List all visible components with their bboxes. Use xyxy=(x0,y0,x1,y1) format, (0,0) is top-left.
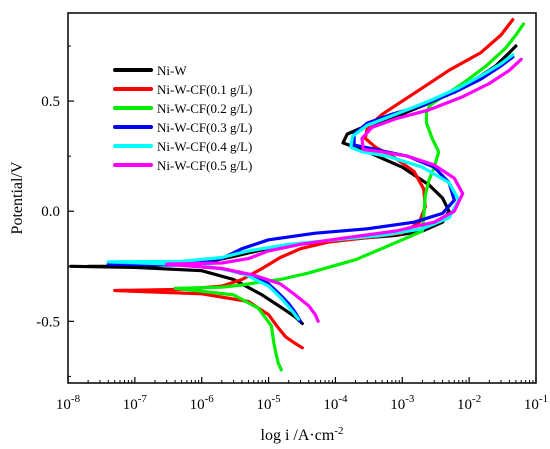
legend-label: Ni-W-CF(0.1 g/L) xyxy=(157,82,252,97)
x-axis-title-sup: -2 xyxy=(334,425,343,437)
legend: Ni-W Ni-W-CF(0.1 g/L) Ni-W-CF(0.2 g/L) Ni-W… xyxy=(113,63,252,173)
x-tick-label: 10-5 xyxy=(256,393,281,413)
legend-label: Ni-W-CF(0.2 g/L) xyxy=(157,101,252,116)
series-line-3 xyxy=(173,22,526,372)
series-line-6 xyxy=(165,57,523,323)
y-tick-label: 0.5 xyxy=(41,94,60,110)
legend-label: Ni-W-CF(0.4 g/L) xyxy=(157,139,252,154)
x-tick-label: 10-2 xyxy=(457,393,481,413)
legend-label: Ni-W-CF(0.3 g/L) xyxy=(157,120,252,135)
x-tick-label: 10-7 xyxy=(123,393,148,413)
y-axis-title: Potential/V xyxy=(9,161,26,234)
series-line-5 xyxy=(106,53,515,321)
series-line-2 xyxy=(113,18,515,350)
x-tick-label: 10-3 xyxy=(390,393,415,413)
x-axis-title-main: log i /A·cm xyxy=(261,427,335,444)
legend-label: Ni-W-CF(0.5 g/L) xyxy=(157,158,252,173)
plot-frame xyxy=(67,12,537,384)
x-tick-label: 10-4 xyxy=(323,393,348,413)
x-tick-label: 10-6 xyxy=(190,393,215,413)
legend-label: Ni-W xyxy=(157,63,187,78)
x-tick-label: 10-8 xyxy=(56,393,81,413)
x-tick-label: 10-1 xyxy=(524,393,548,413)
y-tick-label: -0.5 xyxy=(36,314,60,330)
series-layer xyxy=(69,18,526,372)
x-axis-title: log i /A·cm-2 xyxy=(261,425,344,444)
ticks-layer: 10-8 10-7 10-6 10-5 10-4 10-3 10-2 10-1 -0.5 0.0 0… xyxy=(36,45,548,413)
y-tick-label: 0.0 xyxy=(41,204,60,220)
